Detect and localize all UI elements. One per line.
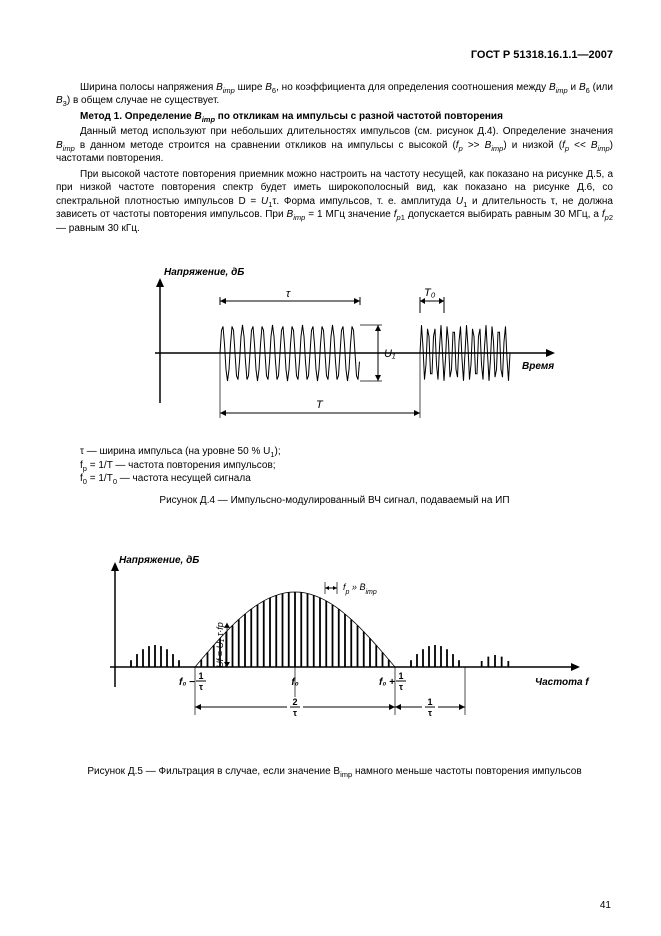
figure-d5: Напряжение, дБЧастота ff₀ −1τf₀f₀ +1τ2τ1… [56, 547, 613, 747]
svg-text:fp » Bimp: fp » Bimp [343, 582, 377, 596]
figure-d4: Напряжение, дБ Время τ U₁ T₀ T [56, 253, 613, 433]
svg-text:τ: τ [398, 682, 402, 692]
legend-line-1: τ — ширина импульса (на уровне 50 % U1); [56, 445, 613, 459]
svg-text:f₀: f₀ [291, 677, 298, 688]
svg-text:Uf = U₁·τ·fp: Uf = U₁·τ·fp [215, 623, 225, 668]
legend-line-3: f0 = 1/T0 — частота несущей сигнала [56, 472, 613, 486]
body-text: Ширина полосы напряжения Bimp шире B6, н… [56, 81, 613, 236]
svg-text:τ: τ [292, 708, 296, 718]
svg-text:τ: τ [427, 708, 431, 718]
document-header: ГОСТ Р 51318.16.1.1—2007 [56, 48, 613, 63]
svg-text:T₀: T₀ [424, 287, 436, 299]
svg-text:U₁: U₁ [384, 348, 396, 360]
page: ГОСТ Р 51318.16.1.1—2007 Ширина полосы н… [0, 0, 661, 936]
paragraph-1: Ширина полосы напряжения Bimp шире B6, н… [56, 81, 613, 108]
svg-text:2: 2 [292, 697, 297, 707]
svg-text:f₀ +: f₀ + [379, 677, 395, 688]
method-title: Метод 1. Определение Bimp по откликам на… [56, 110, 613, 124]
figure-d5-svg: Напряжение, дБЧастота ff₀ −1τf₀f₀ +1τ2τ1… [75, 547, 595, 747]
svg-text:τ: τ [286, 288, 291, 300]
svg-text:Время: Время [522, 361, 554, 372]
svg-text:τ: τ [198, 682, 202, 692]
page-number: 41 [600, 899, 611, 913]
svg-text:Напряжение, дБ: Напряжение, дБ [164, 267, 244, 278]
figure-d4-svg: Напряжение, дБ Время τ U₁ T₀ T [100, 253, 570, 433]
svg-text:T: T [316, 399, 324, 411]
figure-d4-caption: Рисунок Д.4 — Импульсно-модулированный В… [56, 494, 613, 508]
figure-d5-caption: Рисунок Д.5 — Фильтрация в случае, если … [56, 765, 613, 779]
paragraph-3: При высокой частоте повторения приемник … [56, 168, 613, 236]
figure-d4-legend: τ — ширина импульса (на уровне 50 % U1);… [56, 445, 613, 486]
legend-line-2: fp = 1/T — частота повторения импульсов; [56, 459, 613, 473]
svg-text:1: 1 [427, 697, 432, 707]
svg-text:Напряжение, дБ: Напряжение, дБ [119, 555, 199, 566]
svg-text:1: 1 [398, 671, 403, 681]
svg-text:Частота f: Частота f [535, 677, 590, 688]
svg-text:f₀ −: f₀ − [179, 677, 195, 688]
paragraph-2: Данный метод используют при небольших дл… [56, 125, 613, 166]
svg-text:1: 1 [198, 671, 203, 681]
